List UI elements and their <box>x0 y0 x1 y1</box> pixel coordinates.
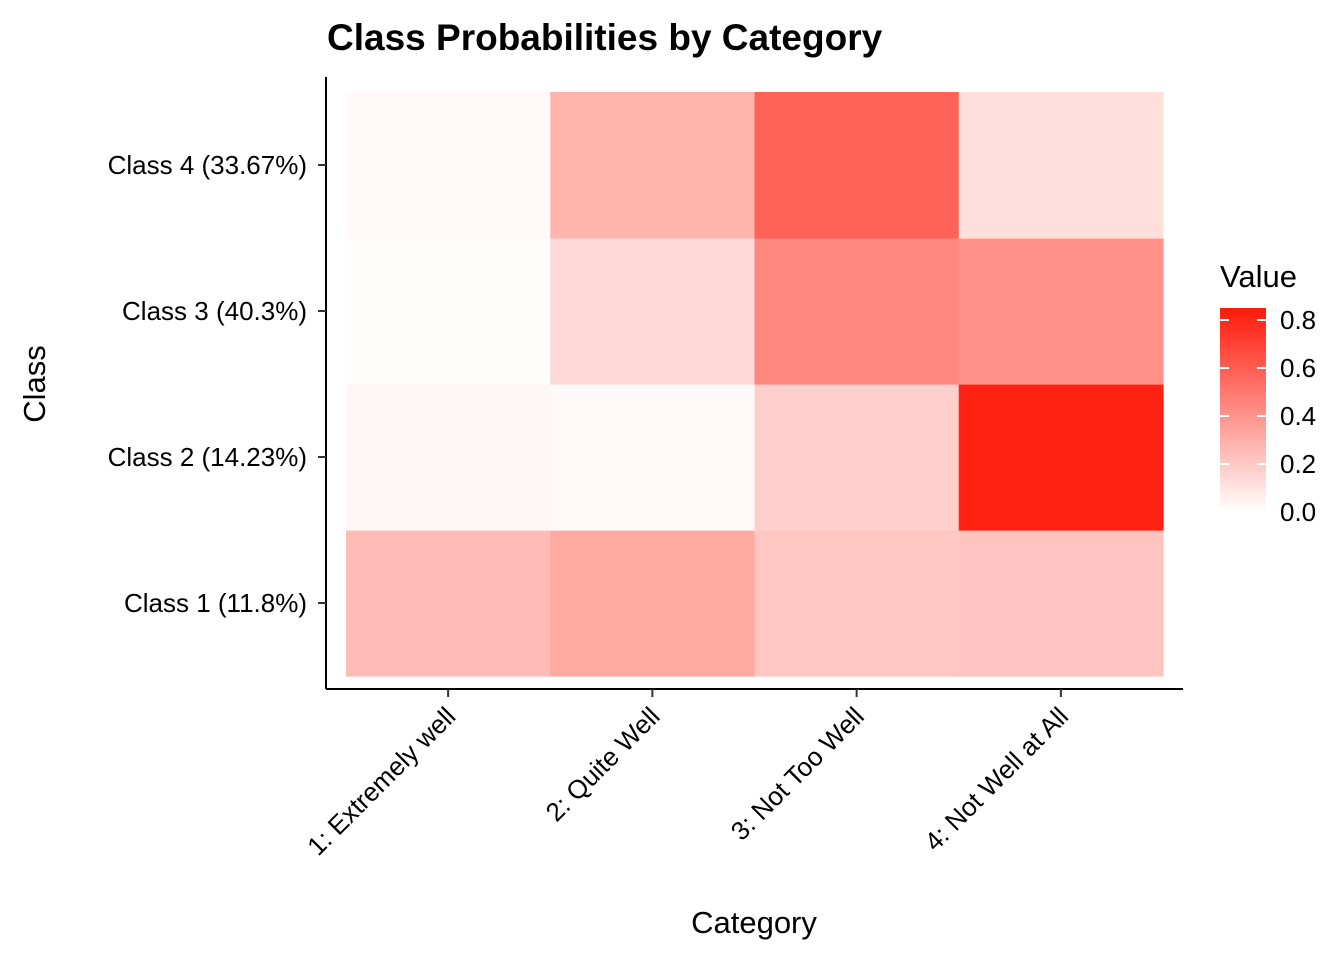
chart-title: Class Probabilities by Category <box>327 17 883 58</box>
heatmap-cell <box>346 530 551 677</box>
heatmap-cell <box>754 92 960 239</box>
heatmap-cell <box>754 238 960 385</box>
legend-tick-label: 0.0 <box>1280 497 1316 527</box>
x-tick-label: 3: Not Too Well <box>725 701 870 846</box>
heatmap-cells <box>346 92 1164 677</box>
x-tick-label: 4: Not Well at All <box>918 701 1074 857</box>
y-tick-label: Class 4 (33.67%) <box>108 150 307 180</box>
heatmap-cell <box>754 384 960 531</box>
y-tick-label: Class 1 (11.8%) <box>124 588 307 618</box>
legend-tick-label: 0.2 <box>1280 449 1316 479</box>
legend-tick-label: 0.6 <box>1280 353 1316 383</box>
y-tick-label: Class 2 (14.23%) <box>108 442 307 472</box>
heatmap-cell <box>754 530 960 677</box>
heatmap-cell <box>550 530 756 677</box>
x-tick-label: 1: Extremely well <box>301 701 461 861</box>
legend-tick-label: 0.4 <box>1280 401 1316 431</box>
heatmap-cell <box>346 384 551 531</box>
y-tick-label: Class 3 (40.3%) <box>122 296 307 326</box>
heatmap-cell <box>346 92 551 239</box>
x-axis-ticks: 1: Extremely well 2: Quite Well 3: Not Too… <box>301 689 1074 861</box>
legend-tick-label: 0.8 <box>1280 305 1316 335</box>
legend-ticks: 0.0 0.2 0.4 0.6 0.8 <box>1220 305 1316 527</box>
heatmap-cell <box>550 238 756 385</box>
y-axis-ticks: Class 1 (11.8%) Class 2 (14.23%) Class 3 (… <box>108 150 326 618</box>
y-axis-title: Class <box>17 345 52 423</box>
heatmap-cell <box>958 92 1164 239</box>
heatmap-cell <box>958 238 1164 385</box>
heatmap-cell <box>958 384 1164 531</box>
heatmap-cell <box>550 384 756 531</box>
heatmap-cell <box>958 530 1164 677</box>
legend-title: Value <box>1220 259 1297 294</box>
x-axis-title: Category <box>691 905 817 940</box>
legend-colorbar <box>1220 308 1266 512</box>
heatmap-cell <box>346 238 551 385</box>
legend: Value 0.0 0.2 0.4 0.6 0.8 <box>1220 259 1316 527</box>
x-tick-label: 2: Quite Well <box>539 701 665 827</box>
heatmap-cell <box>550 92 756 239</box>
